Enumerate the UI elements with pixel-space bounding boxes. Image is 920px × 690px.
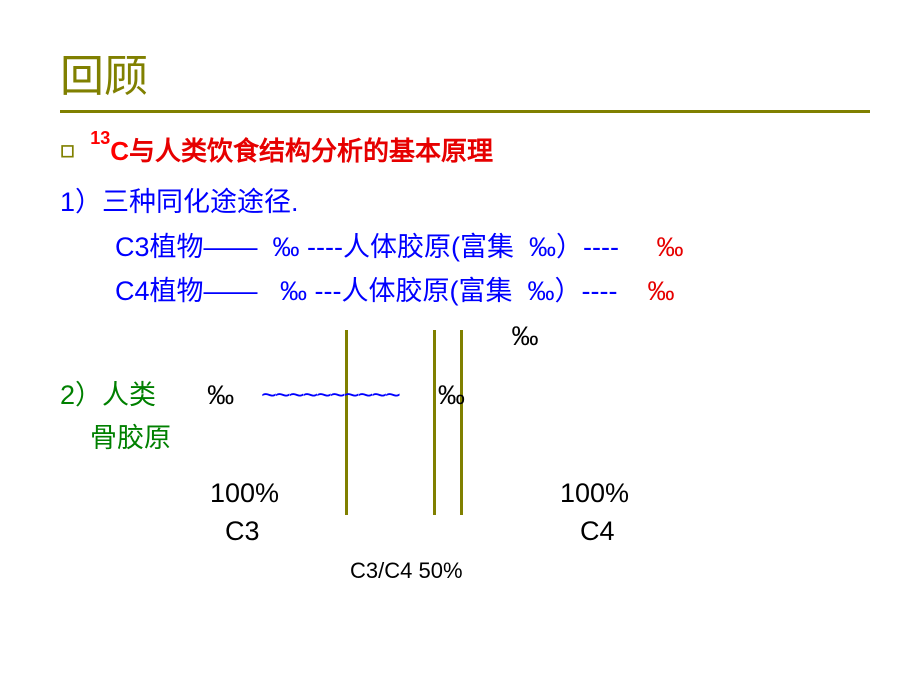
p2-label-a: 2）人类 bbox=[60, 380, 156, 410]
vline-2 bbox=[433, 330, 436, 515]
c4-c: ‰）---- bbox=[528, 276, 618, 306]
p2-label-b: 骨胶原 bbox=[90, 423, 171, 453]
wave-line: ~~~~~~~~~~ bbox=[261, 380, 399, 410]
right-pct: 100% bbox=[560, 478, 629, 509]
p2-left-permil: ‰ bbox=[207, 380, 234, 410]
content-area: ◻ 13C与人类饮食结构分析的基本原理 1）三种同化途途径. C3植物—— ‰ … bbox=[60, 131, 870, 588]
diagram: 2）人类 ‰ ~~~~~~~~~~ ‰ 骨胶原 100% 100% C3 C4 … bbox=[60, 368, 870, 588]
iso-c: C bbox=[110, 136, 129, 166]
mid-label: C3/C4 50% bbox=[350, 558, 463, 584]
c3-b: ‰ ----人体胶原(富集 bbox=[273, 232, 514, 262]
vline-3 bbox=[460, 330, 463, 515]
carbon-isotope: 13C bbox=[90, 136, 129, 166]
c4-d: ‰ bbox=[648, 276, 675, 306]
c3-a: C3植物—— bbox=[115, 232, 258, 262]
iso-sup: 13 bbox=[90, 128, 110, 148]
point2-row-b: 骨胶原 bbox=[90, 416, 171, 455]
subheader-rest: 与人类饮食结构分析的基本原理 bbox=[129, 136, 493, 166]
c3-line: C3植物—— ‰ ----人体胶原(富集 ‰）---- ‰ bbox=[115, 225, 870, 270]
c4-label: C4 bbox=[580, 516, 615, 547]
c3-label: C3 bbox=[225, 516, 260, 547]
point1-label: 1）三种同化途途径. bbox=[60, 180, 870, 225]
c4-a: C4植物—— bbox=[115, 276, 258, 306]
sub-header: ◻ 13C与人类饮食结构分析的基本原理 bbox=[60, 131, 870, 168]
p2-right-permil: ‰ bbox=[438, 380, 465, 410]
p1-label-text: 1）三种同化途途径. bbox=[60, 187, 299, 217]
vline-1 bbox=[345, 330, 348, 515]
bullet-icon: ◻ bbox=[60, 140, 75, 160]
point2-row: 2）人类 ‰ ~~~~~~~~~~ ‰ bbox=[60, 373, 465, 412]
slide: 回顾 ◻ 13C与人类饮食结构分析的基本原理 1）三种同化途途径. C3植物——… bbox=[0, 0, 920, 690]
title-block: 回顾 bbox=[60, 40, 870, 113]
c4-line: C4植物—— ‰ ---人体胶原(富集 ‰）---- ‰ bbox=[115, 269, 870, 314]
extra-permil: ‰ bbox=[512, 321, 539, 351]
c3-c: ‰）---- bbox=[529, 232, 619, 262]
left-pct: 100% bbox=[210, 478, 279, 509]
slide-title: 回顾 bbox=[60, 40, 870, 104]
c3-d: ‰ bbox=[657, 232, 684, 262]
extra-permil-line: ‰ bbox=[180, 314, 870, 359]
title-underline bbox=[60, 110, 870, 113]
c4-b: ‰ ---人体胶原(富集 bbox=[280, 276, 512, 306]
